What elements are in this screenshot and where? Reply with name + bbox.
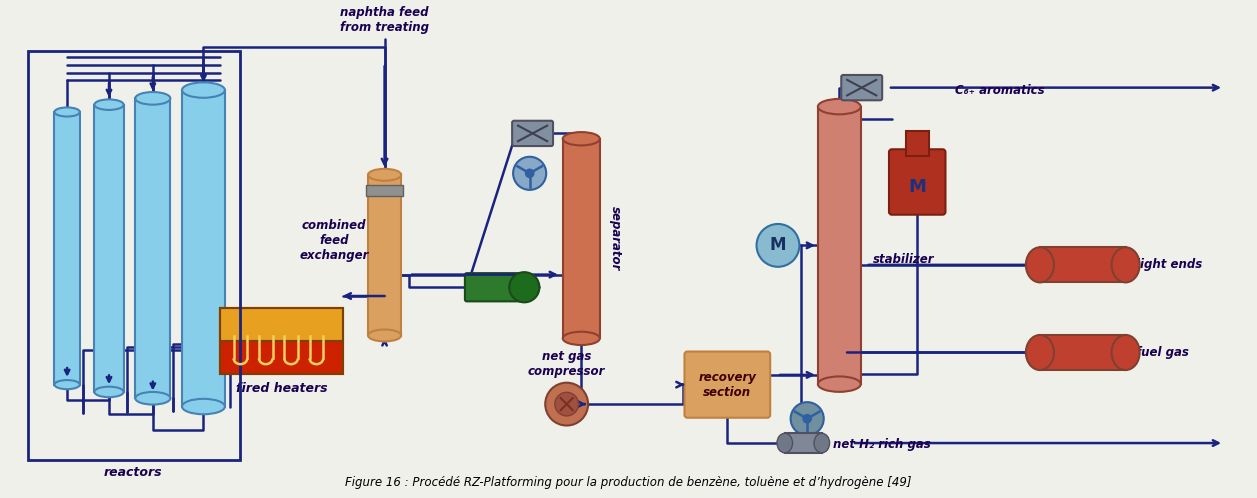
Bar bbox=[182, 90, 225, 406]
Bar bbox=[818, 107, 861, 384]
Ellipse shape bbox=[54, 108, 79, 117]
Ellipse shape bbox=[1111, 248, 1140, 282]
Text: fuel gas: fuel gas bbox=[1136, 346, 1189, 359]
Bar bbox=[1040, 335, 1125, 370]
FancyBboxPatch shape bbox=[841, 75, 882, 100]
Ellipse shape bbox=[368, 169, 401, 181]
Bar bbox=[368, 175, 401, 336]
Circle shape bbox=[791, 402, 823, 435]
FancyBboxPatch shape bbox=[465, 273, 523, 301]
Bar bbox=[28, 51, 240, 460]
Text: M: M bbox=[769, 237, 786, 254]
Bar bbox=[220, 308, 343, 341]
Circle shape bbox=[803, 414, 811, 423]
Ellipse shape bbox=[136, 392, 171, 404]
Text: net gas
compressor: net gas compressor bbox=[528, 350, 606, 378]
Bar bbox=[784, 433, 822, 453]
Circle shape bbox=[513, 157, 547, 190]
Text: separator: separator bbox=[608, 206, 621, 271]
Bar bbox=[54, 112, 79, 384]
Ellipse shape bbox=[818, 99, 861, 115]
Bar bbox=[563, 139, 600, 338]
Ellipse shape bbox=[368, 330, 401, 342]
Ellipse shape bbox=[1026, 248, 1053, 282]
Text: Figure 16 : Procédé RZ-Platforming pour la production de benzène, toluène et d’h: Figure 16 : Procédé RZ-Platforming pour … bbox=[344, 476, 911, 489]
Ellipse shape bbox=[815, 433, 830, 453]
Circle shape bbox=[554, 392, 578, 416]
Bar bbox=[220, 308, 343, 374]
Ellipse shape bbox=[94, 100, 123, 110]
Circle shape bbox=[525, 169, 534, 177]
Text: recovery
section: recovery section bbox=[699, 371, 757, 398]
Ellipse shape bbox=[1026, 335, 1053, 370]
Text: C₆₊ aromatics: C₆₊ aromatics bbox=[955, 84, 1045, 98]
Text: net H₂ rich gas: net H₂ rich gas bbox=[832, 438, 930, 451]
Ellipse shape bbox=[136, 92, 171, 105]
Ellipse shape bbox=[182, 82, 225, 98]
Text: combined
feed
exchanger: combined feed exchanger bbox=[299, 219, 368, 262]
Text: reactors: reactors bbox=[104, 466, 162, 479]
Ellipse shape bbox=[54, 380, 79, 389]
FancyBboxPatch shape bbox=[685, 352, 771, 418]
Circle shape bbox=[546, 382, 588, 425]
Ellipse shape bbox=[777, 433, 793, 453]
Text: stabilizer: stabilizer bbox=[872, 253, 934, 266]
Bar bbox=[136, 98, 171, 398]
FancyBboxPatch shape bbox=[512, 121, 553, 146]
Text: naphtha feed
from treating: naphtha feed from treating bbox=[341, 6, 429, 34]
Bar bbox=[1040, 248, 1125, 282]
Ellipse shape bbox=[563, 132, 600, 145]
Ellipse shape bbox=[563, 332, 600, 345]
Bar bbox=[906, 130, 929, 155]
Bar bbox=[220, 341, 343, 374]
Ellipse shape bbox=[818, 376, 861, 392]
Ellipse shape bbox=[182, 399, 225, 414]
Ellipse shape bbox=[94, 386, 123, 397]
Circle shape bbox=[757, 224, 799, 267]
Bar bbox=[94, 105, 123, 392]
Text: light ends: light ends bbox=[1136, 258, 1203, 271]
Bar bbox=[366, 185, 403, 196]
Circle shape bbox=[509, 272, 539, 302]
Ellipse shape bbox=[1111, 335, 1140, 370]
Text: fired heaters: fired heaters bbox=[235, 381, 327, 395]
Text: M: M bbox=[909, 178, 926, 196]
FancyBboxPatch shape bbox=[889, 149, 945, 215]
